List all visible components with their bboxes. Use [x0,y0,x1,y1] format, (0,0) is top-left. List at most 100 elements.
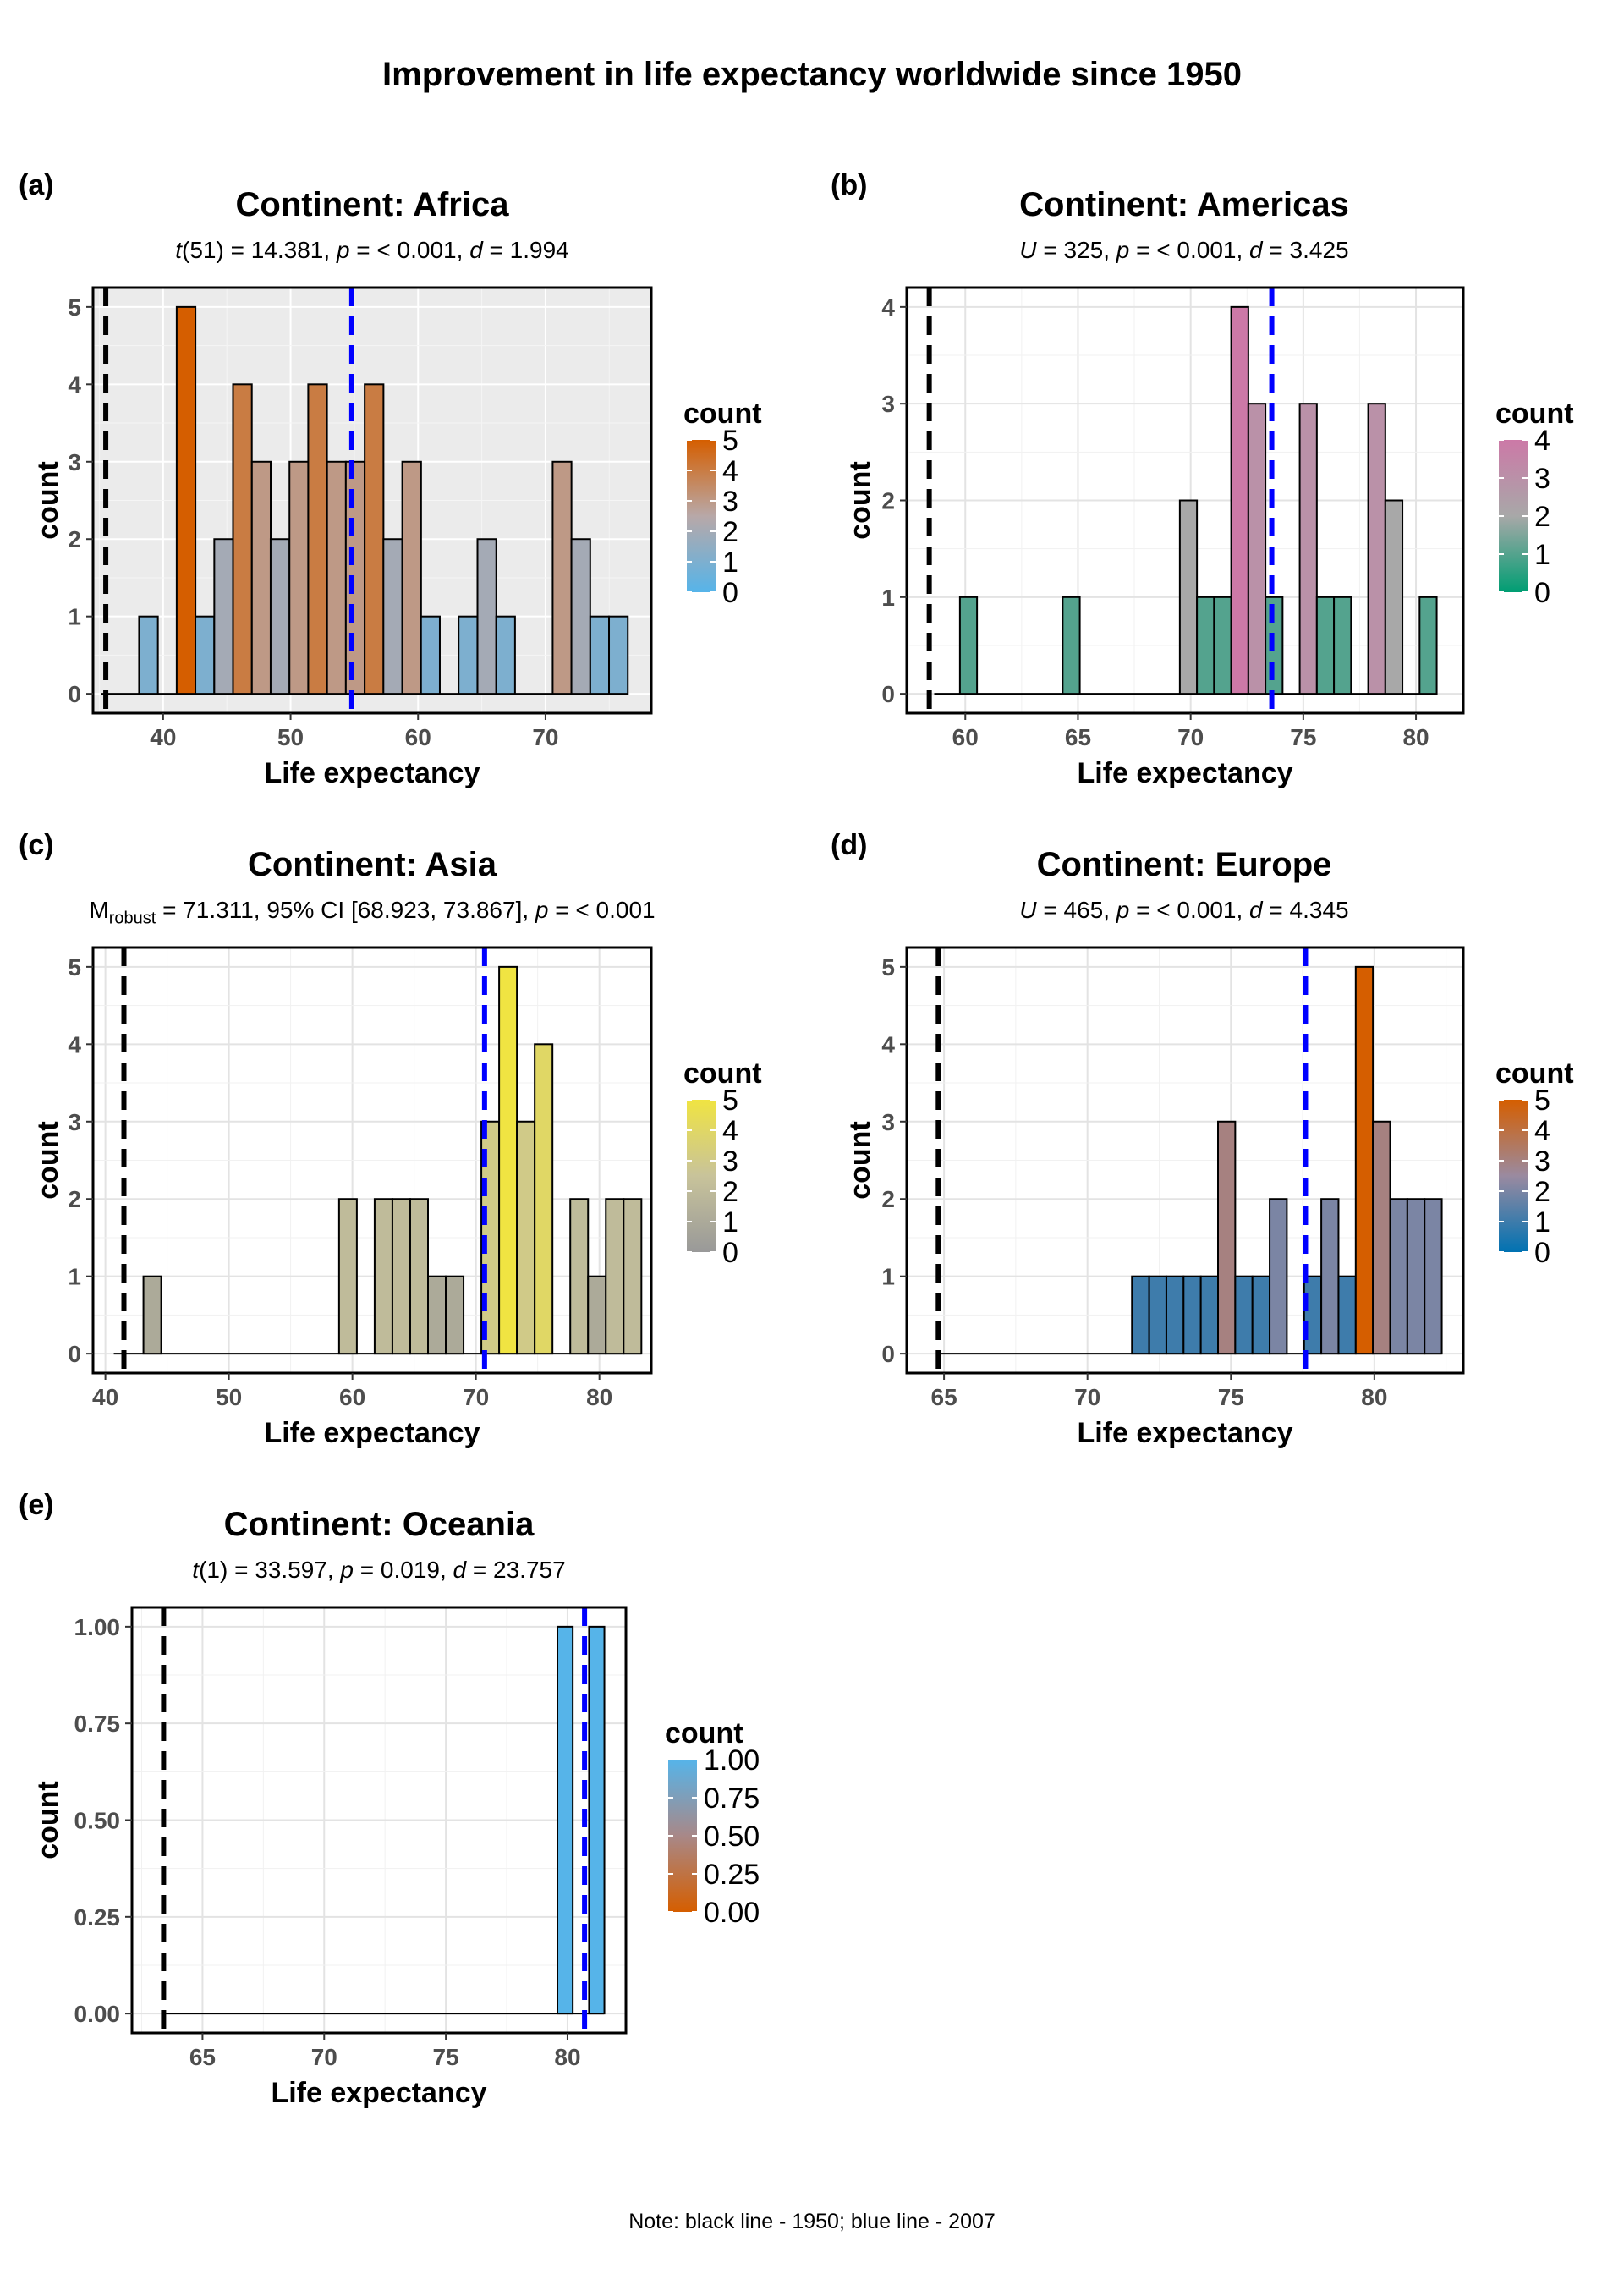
histogram-bar [344,460,366,695]
figure-note: Note: black line - 1950; blue line - 200… [628,2210,996,2233]
x-tick-label: 50 [216,1384,242,1410]
histogram-bar [1234,1275,1254,1355]
legend-label: 1 [722,547,738,579]
legend-label: 5 [1534,1085,1550,1117]
histogram-bar [1199,1275,1220,1355]
legend-label: 2 [1534,1176,1550,1208]
legend-label: 5 [722,1085,738,1117]
panel-tag: (a) [19,169,54,201]
histogram-bar [1337,1275,1357,1355]
legend-title: count [1495,1057,1574,1090]
y-tick-label: 1 [881,1264,895,1290]
chart-panel-5: (e) Continent: Oceania t(1) = 33.597, p = … [0,1320,812,2109]
legend-label: 3 [1534,1145,1550,1178]
x-tick-label: 70 [463,1384,489,1410]
x-tick-label: 70 [1074,1384,1100,1410]
legend-label: 0.75 [704,1782,760,1815]
legend-label: 4 [1534,425,1550,457]
x-axis-title: Life expectancy [1077,757,1292,789]
chart-panel-2: (b) Continent: Americas U = 325, p = < 0.0… [812,0,1624,789]
y-axis-title: count [32,1121,64,1200]
y-tick-label: 4 [68,1031,81,1057]
legend-label: 2 [722,1176,738,1208]
x-axis-title: Life expectancy [264,1417,480,1449]
histogram-bar [1247,403,1267,695]
histogram-bar [250,460,272,695]
histogram-bar [1424,1198,1443,1355]
histogram-bar [534,1043,554,1355]
plot-frame [905,946,1465,1375]
y-tick-label: 5 [68,294,81,321]
histogram-bar [608,615,629,695]
y-tick-label: 0.25 [74,1904,121,1931]
histogram-bar [1182,1275,1202,1355]
legend-title: count [683,398,762,430]
histogram-bar [958,596,979,695]
histogram-bar [364,383,385,695]
x-tick-label: 60 [339,1384,365,1410]
x-tick-label: 75 [1218,1384,1244,1410]
y-tick-label: 0 [881,681,895,707]
histogram-bar [232,383,253,695]
legend-label: 0.00 [704,1897,760,1929]
histogram-bar [1298,403,1318,695]
panel-tag: (c) [19,829,54,861]
y-axis-title: count [32,461,64,540]
legend-title: count [1495,398,1574,430]
y-tick-label: 5 [68,954,81,980]
y-axis-title: count [32,1781,64,1859]
histogram-bar [1062,596,1081,695]
y-tick-label: 3 [881,391,895,417]
y-tick-label: 0.75 [74,1711,121,1737]
panel-subtitle: t(1) = 33.597, p = 0.019, d = 23.757 [192,1557,566,1583]
panel-subtitle: U = 325, p = < 0.001, d = 3.425 [1019,237,1349,263]
y-tick-label: 2 [68,526,81,552]
x-axis-title: Life expectancy [1077,1417,1292,1449]
histogram-bar [1269,1198,1288,1355]
legend-label: 1 [1534,539,1550,571]
legend-colorbar [687,440,716,592]
histogram-bar [1406,1198,1426,1355]
x-tick-label: 80 [586,1384,612,1410]
histogram-bar [557,1625,574,2015]
histogram-bar [1372,1120,1391,1355]
x-tick-label: 75 [433,2044,459,2070]
legend-label: 0.50 [704,1821,760,1853]
histogram-bar [142,1275,162,1355]
y-tick-label: 4 [881,1031,895,1057]
y-tick-label: 5 [881,954,895,980]
legend-label: 2 [1534,501,1550,533]
histogram-bar [1389,1198,1408,1355]
legend-label: 4 [722,455,738,487]
chart-panel-4: (d) Continent: Europe U = 465, p = < 0.001… [812,660,1624,1449]
panel-title: Continent: Asia [247,846,497,883]
x-tick-label: 65 [189,2044,216,2070]
panel-subtitle: Mrobust = 71.311, 95% CI [68.923, 73.867… [89,897,656,928]
legend-label: 3 [1534,463,1550,495]
plot-frame [91,946,653,1375]
legend-label: 1 [722,1206,738,1239]
panel-title: Continent: Oceania [223,1506,535,1543]
panel-subtitle: U = 465, p = < 0.001, d = 4.345 [1019,897,1349,923]
panel-tag: (d) [831,829,868,861]
histogram-bar [1354,965,1374,1355]
panel-title: Continent: Africa [235,186,509,223]
legend-colorbar [687,1100,716,1252]
y-tick-label: 2 [68,1186,81,1212]
legend-label: 0 [1534,1237,1550,1269]
y-axis-title: count [844,1121,876,1200]
panel-tag: (e) [19,1489,54,1521]
histogram-bar [307,383,328,695]
histogram-bar [1367,403,1386,695]
x-axis-title: Life expectancy [271,2077,486,2109]
legend-label: 4 [722,1115,738,1147]
y-tick-label: 1 [881,585,895,611]
panel-subtitle: t(51) = 14.381, p = < 0.001, d = 1.994 [175,237,569,263]
y-axis-title: count [844,461,876,540]
y-tick-label: 0.50 [74,1808,121,1834]
y-tick-label: 2 [881,1186,895,1212]
y-tick-label: 1.00 [74,1614,121,1640]
plot-frame [91,286,653,715]
